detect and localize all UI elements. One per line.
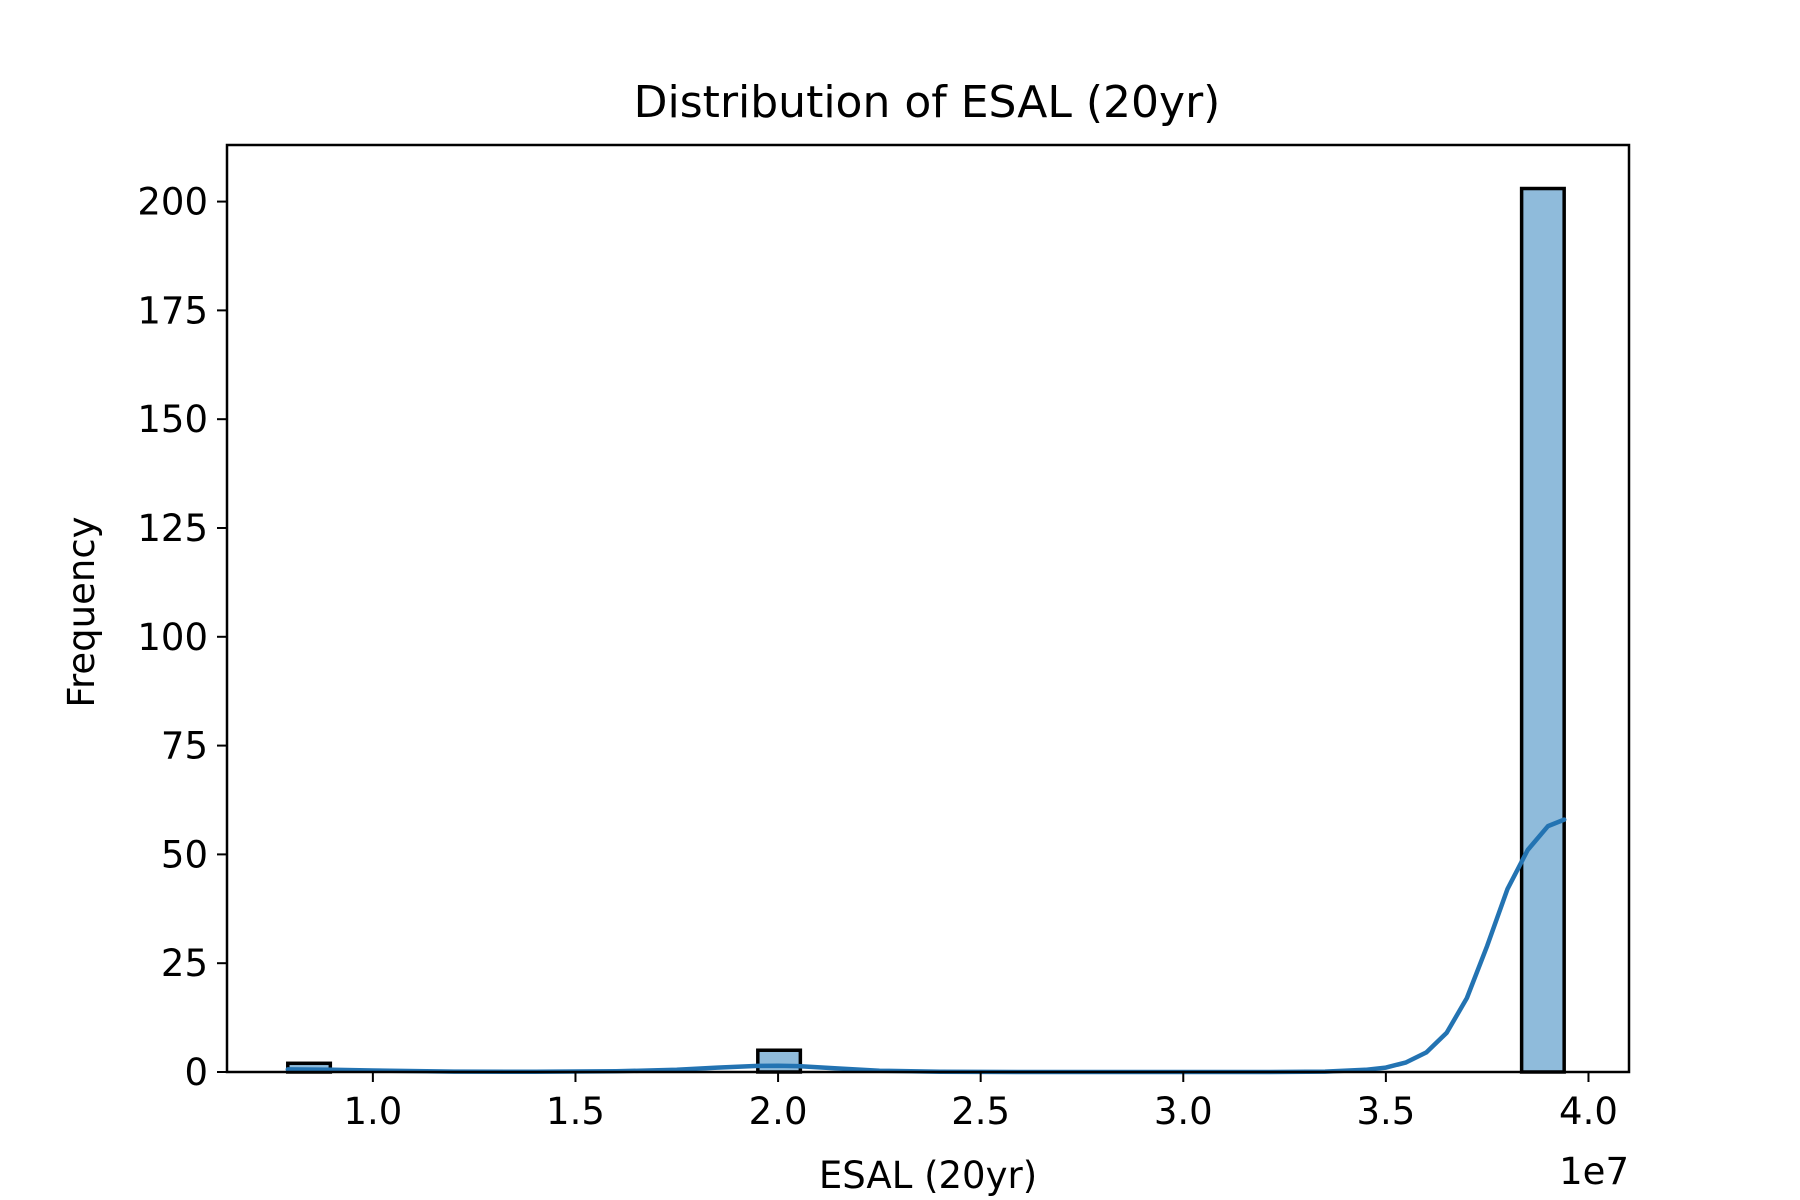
y-tick-label-4: 100 xyxy=(137,616,208,659)
y-tick-label-3: 75 xyxy=(161,725,208,768)
histogram-bar-2 xyxy=(1519,186,1566,1074)
y-axis-ticks: 0 25 50 75 100 125 150 175 200 xyxy=(137,181,227,1094)
y-tick-label-0: 0 xyxy=(184,1051,208,1094)
y-axis-label: Frequency xyxy=(60,516,103,707)
x-tick-label-2: 2.0 xyxy=(749,1090,808,1133)
x-tick-label-5: 3.5 xyxy=(1356,1090,1415,1133)
y-tick-label-7: 175 xyxy=(137,289,208,332)
x-axis-label: ESAL (20yr) xyxy=(819,1154,1037,1197)
x-axis-ticks: 1.0 1.5 2.0 2.5 3.0 3.5 4.0 xyxy=(343,1072,1618,1133)
x-axis-scale-label: 1e7 xyxy=(1559,1150,1629,1193)
kde-line xyxy=(285,817,1567,1075)
plot-frame xyxy=(225,143,1631,1074)
x-tick-label-3: 2.5 xyxy=(951,1090,1010,1133)
x-tick-label-0: 1.0 xyxy=(343,1090,402,1133)
kde-layer xyxy=(285,817,1567,1075)
y-tick-label-5: 125 xyxy=(137,507,208,550)
y-tick-label-8: 200 xyxy=(137,181,208,224)
x-tick-label-6: 4.0 xyxy=(1559,1090,1618,1133)
x-tick-label-1: 1.5 xyxy=(546,1090,605,1133)
y-tick-label-2: 50 xyxy=(161,833,208,876)
y-tick-label-6: 150 xyxy=(137,398,208,441)
y-tick-label-1: 25 xyxy=(161,942,208,985)
x-tick-label-4: 3.0 xyxy=(1154,1090,1213,1133)
bars-layer xyxy=(286,186,1566,1074)
histogram-bar-1 xyxy=(756,1048,803,1074)
chart-title: Distribution of ESAL (20yr) xyxy=(634,77,1221,128)
